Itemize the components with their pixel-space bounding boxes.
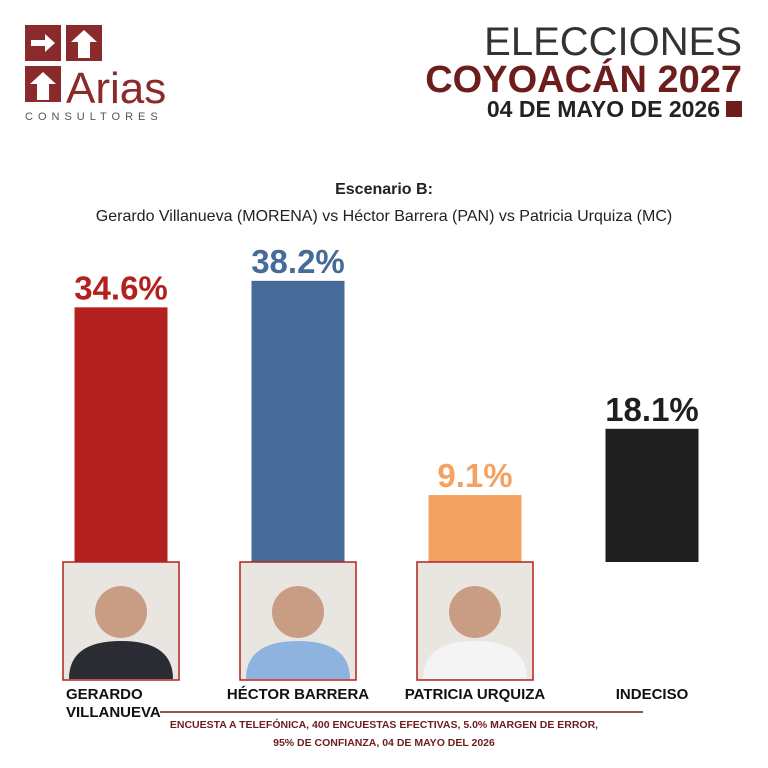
- value-label: 34.6%: [74, 269, 168, 306]
- header-line1: ELECCIONES: [484, 20, 742, 64]
- value-label: 9.1%: [437, 457, 512, 494]
- bar: [605, 428, 699, 562]
- logo-sub: CONSULTORES: [25, 111, 163, 123]
- bar: [74, 307, 168, 562]
- category-label: HÉCTOR BARRERA: [226, 686, 370, 703]
- category-label: GERARDO VILLANUEVA: [66, 686, 161, 721]
- value-label: 18.1%: [605, 391, 699, 428]
- logo-name: Arias: [66, 64, 166, 113]
- chart-title: Escenario B:: [335, 181, 433, 198]
- bar: [428, 495, 522, 562]
- footer-line: 95% DE CONFIANZA, 04 DE MAYO DEL 2026: [273, 737, 495, 749]
- photo-body: [246, 641, 350, 679]
- category-label: PATRICIA URQUIZA: [404, 686, 546, 703]
- header-line3: 04 DE MAYO DE 2026: [487, 96, 720, 122]
- photo-head: [272, 586, 324, 638]
- photo-head: [449, 586, 501, 638]
- photo-head: [95, 586, 147, 638]
- value-label: 38.2%: [251, 243, 345, 280]
- header-square: [726, 101, 742, 117]
- header-line2: COYOACÁN 2027: [425, 57, 742, 101]
- photo-body: [423, 641, 527, 679]
- logo-icon: [25, 25, 102, 102]
- photo-body: [69, 641, 173, 679]
- bar: [251, 280, 345, 562]
- footer-line: ENCUESTA A TELEFÓNICA, 400 ENCUESTAS EFE…: [170, 718, 598, 731]
- category-label: INDECISO: [615, 686, 689, 703]
- chart-subtitle: Gerardo Villanueva (MORENA) vs Héctor Ba…: [96, 208, 672, 225]
